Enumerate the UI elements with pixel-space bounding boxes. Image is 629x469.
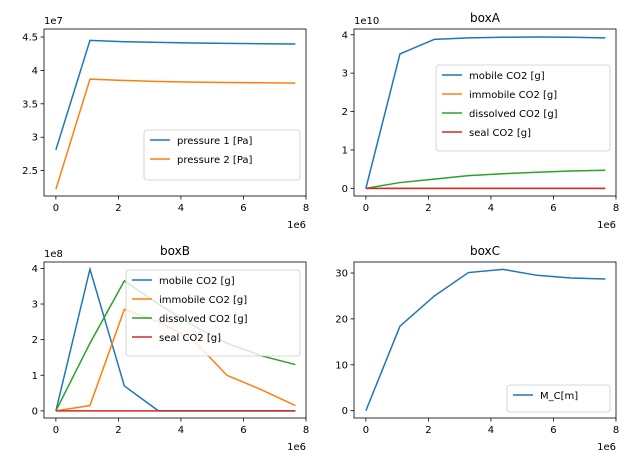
- legend-entry: mobile CO2 [g]: [159, 276, 235, 287]
- y-tick-label: 30: [335, 269, 348, 280]
- series-line-2: [365, 169, 606, 190]
- y-tick-label: 1: [32, 371, 38, 382]
- x-tick-label: 6: [240, 203, 246, 214]
- x-tick-label: 0: [363, 203, 369, 214]
- legend-entry: seal CO2 [g]: [469, 128, 531, 139]
- subplot-title: boxA: [470, 11, 501, 25]
- y-tick-label: 2.5: [22, 166, 38, 177]
- x-offset-label: 1e6: [597, 442, 616, 453]
- y-tick-label: 4: [32, 264, 38, 275]
- x-tick-label: 2: [115, 203, 121, 214]
- legend: M_C[m]: [506, 384, 611, 413]
- x-tick-label: 2: [425, 203, 431, 214]
- x-offset-label: 1e6: [287, 442, 306, 453]
- y-tick-label: 4: [32, 66, 38, 77]
- y-offset-label: 1e10: [354, 16, 379, 27]
- legend-frame: [125, 269, 301, 357]
- legend-entry: dissolved CO2 [g]: [469, 109, 558, 120]
- legend-entry: immobile CO2 [g]: [159, 295, 247, 306]
- y-tick-label: 3.5: [22, 99, 38, 110]
- legend-entry: pressure 2 [Pa]: [177, 155, 253, 166]
- x-tick-label: 8: [303, 425, 309, 436]
- subplot-title: boxB: [160, 244, 190, 258]
- y-tick-label: 1: [342, 145, 348, 156]
- legend-frame: [143, 129, 301, 181]
- y-tick-label: 3: [32, 300, 38, 311]
- x-tick-label: 4: [178, 203, 184, 214]
- y-tick-label: 10: [335, 360, 348, 371]
- x-tick-label: 2: [425, 425, 431, 436]
- legend-entry: immobile CO2 [g]: [469, 90, 557, 101]
- y-tick-label: 0: [342, 406, 348, 417]
- subplot-2: 0 2 4 6 8 0 1 2 3 4 1e6 1e8 boxB mobile CO2 [g] immobi…: [32, 244, 310, 453]
- series-line-0: [365, 36, 606, 189]
- y-tick-label: 2: [32, 335, 38, 346]
- x-tick-label: 2: [115, 425, 121, 436]
- legend-entry: M_C[m]: [540, 391, 578, 402]
- x-tick-label: 0: [53, 203, 59, 214]
- series-line-0: [365, 268, 606, 411]
- legend: mobile CO2 [g] immobile CO2 [g] dissolved …: [435, 64, 611, 152]
- subplot-title: boxC: [470, 244, 500, 258]
- legend-frame: [506, 384, 611, 413]
- y-tick-label: 4.5: [22, 33, 38, 44]
- x-tick-label: 4: [488, 203, 494, 214]
- subplot-3: 0 2 4 6 8 0 10 20 30 1e6 boxC M_C[m]: [335, 244, 619, 453]
- x-tick-label: 4: [488, 425, 494, 436]
- legend: mobile CO2 [g] immobile CO2 [g] dissolved …: [125, 269, 301, 357]
- x-tick-label: 0: [363, 425, 369, 436]
- y-tick-label: 0: [32, 406, 38, 417]
- axes-frame: [353, 261, 617, 419]
- subplot-1: 0 2 4 6 8 0 1 2 3 4 1e6 1e10 boxA mobile CO2 [g] immob…: [342, 11, 620, 231]
- x-tick-label: 6: [550, 425, 556, 436]
- y-tick-label: 4: [342, 30, 348, 41]
- x-tick-label: 0: [53, 425, 59, 436]
- y-tick-label: 2: [342, 107, 348, 118]
- y-tick-label: 0: [342, 184, 348, 195]
- y-tick-label: 20: [335, 314, 348, 325]
- x-tick-label: 6: [240, 425, 246, 436]
- x-tick-label: 4: [178, 425, 184, 436]
- x-tick-label: 8: [303, 203, 309, 214]
- legend-entry: dissolved CO2 [g]: [159, 314, 248, 325]
- x-tick-label: 8: [613, 203, 619, 214]
- axes-frame: [353, 28, 617, 197]
- legend-entry: mobile CO2 [g]: [469, 71, 545, 82]
- y-offset-label: 1e8: [44, 249, 63, 260]
- y-tick-label: 3: [342, 69, 348, 80]
- series-line-1: [55, 78, 296, 190]
- x-offset-label: 1e6: [597, 220, 616, 231]
- legend-frame: [435, 64, 611, 152]
- x-tick-label: 8: [613, 425, 619, 436]
- y-tick-label: 3: [32, 133, 38, 144]
- legend: pressure 1 [Pa] pressure 2 [Pa]: [143, 129, 301, 181]
- legend-entry: seal CO2 [g]: [159, 333, 221, 344]
- legend-entry: pressure 1 [Pa]: [177, 136, 253, 147]
- series-line-0: [55, 39, 296, 151]
- y-offset-label: 1e7: [44, 16, 63, 27]
- axes-frame: [43, 28, 307, 197]
- x-tick-label: 6: [550, 203, 556, 214]
- x-offset-label: 1e6: [287, 220, 306, 231]
